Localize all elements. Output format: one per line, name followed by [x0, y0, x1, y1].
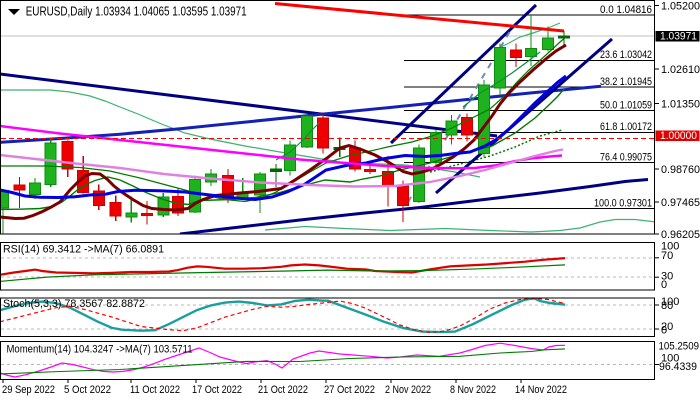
svg-text:EURUSD,Daily 1.03934 1.04065: EURUSD,Daily 1.03934 1.04065 1.03595 1.0… — [26, 5, 247, 19]
svg-text:2 Nov 2022: 2 Nov 2022 — [385, 384, 431, 396]
svg-text:5 Oct 2022: 5 Oct 2022 — [64, 384, 111, 396]
svg-text:0.96205: 0.96205 — [661, 229, 700, 241]
svg-text:17 Oct 2022: 17 Oct 2022 — [192, 384, 242, 396]
svg-text:1.02610: 1.02610 — [661, 64, 700, 76]
svg-text:29 Sep 2022: 29 Sep 2022 — [2, 384, 55, 396]
svg-text:RSI(14) 69.3412 ->MA(7) 66.08: RSI(14) 69.3412 ->MA(7) 66.0891 — [3, 244, 164, 256]
svg-text:1.03971: 1.03971 — [660, 31, 697, 43]
svg-text:38.2 1.01945: 38.2 1.01945 — [600, 76, 652, 88]
svg-text:80: 80 — [661, 300, 673, 312]
svg-text:1.05200: 1.05200 — [661, 1, 700, 13]
svg-text:105.2509: 105.2509 — [659, 341, 700, 353]
svg-text:0: 0 — [661, 325, 667, 337]
svg-text:20: 20 — [661, 321, 673, 333]
svg-text:1.00000: 1.00000 — [660, 130, 697, 142]
svg-text:27 Oct 2022: 27 Oct 2022 — [324, 384, 375, 396]
svg-text:0.0 1.04816: 0.0 1.04816 — [600, 4, 652, 16]
svg-text:1.01350: 1.01350 — [661, 99, 700, 111]
svg-text:70: 70 — [661, 250, 673, 262]
svg-text:0.98760: 0.98760 — [661, 164, 700, 176]
svg-text:0: 0 — [661, 279, 667, 291]
svg-text:Momentum(14) 104.3247 ->MA(7): Momentum(14) 104.3247 ->MA(7) 103.5711 — [7, 344, 193, 356]
svg-text:100.0 0.97301: 100.0 0.97301 — [594, 197, 652, 209]
svg-text:100: 100 — [661, 241, 679, 253]
svg-text:14 Nov 2022: 14 Nov 2022 — [515, 384, 567, 396]
svg-text:76.4 0.99075: 76.4 0.99075 — [600, 151, 652, 163]
svg-text:96.4339: 96.4339 — [659, 361, 697, 373]
svg-text:30: 30 — [661, 271, 673, 283]
svg-text:100: 100 — [661, 296, 679, 308]
svg-text:50.0 1.01059: 50.0 1.01059 — [600, 99, 652, 111]
svg-text:61.8 1.00172: 61.8 1.00172 — [600, 121, 652, 133]
svg-text:21 Oct 2022: 21 Oct 2022 — [258, 384, 308, 396]
svg-text:Stoch(5,3,3) 78.3567 82.8872: Stoch(5,3,3) 78.3567 82.8872 — [3, 298, 145, 310]
svg-text:0.97465: 0.97465 — [661, 197, 700, 209]
svg-text:11 Oct 2022: 11 Oct 2022 — [130, 384, 180, 396]
svg-text:100: 100 — [661, 353, 679, 365]
svg-text:8 Nov 2022: 8 Nov 2022 — [450, 384, 496, 396]
svg-text:23.6 1.03042: 23.6 1.03042 — [600, 49, 652, 61]
